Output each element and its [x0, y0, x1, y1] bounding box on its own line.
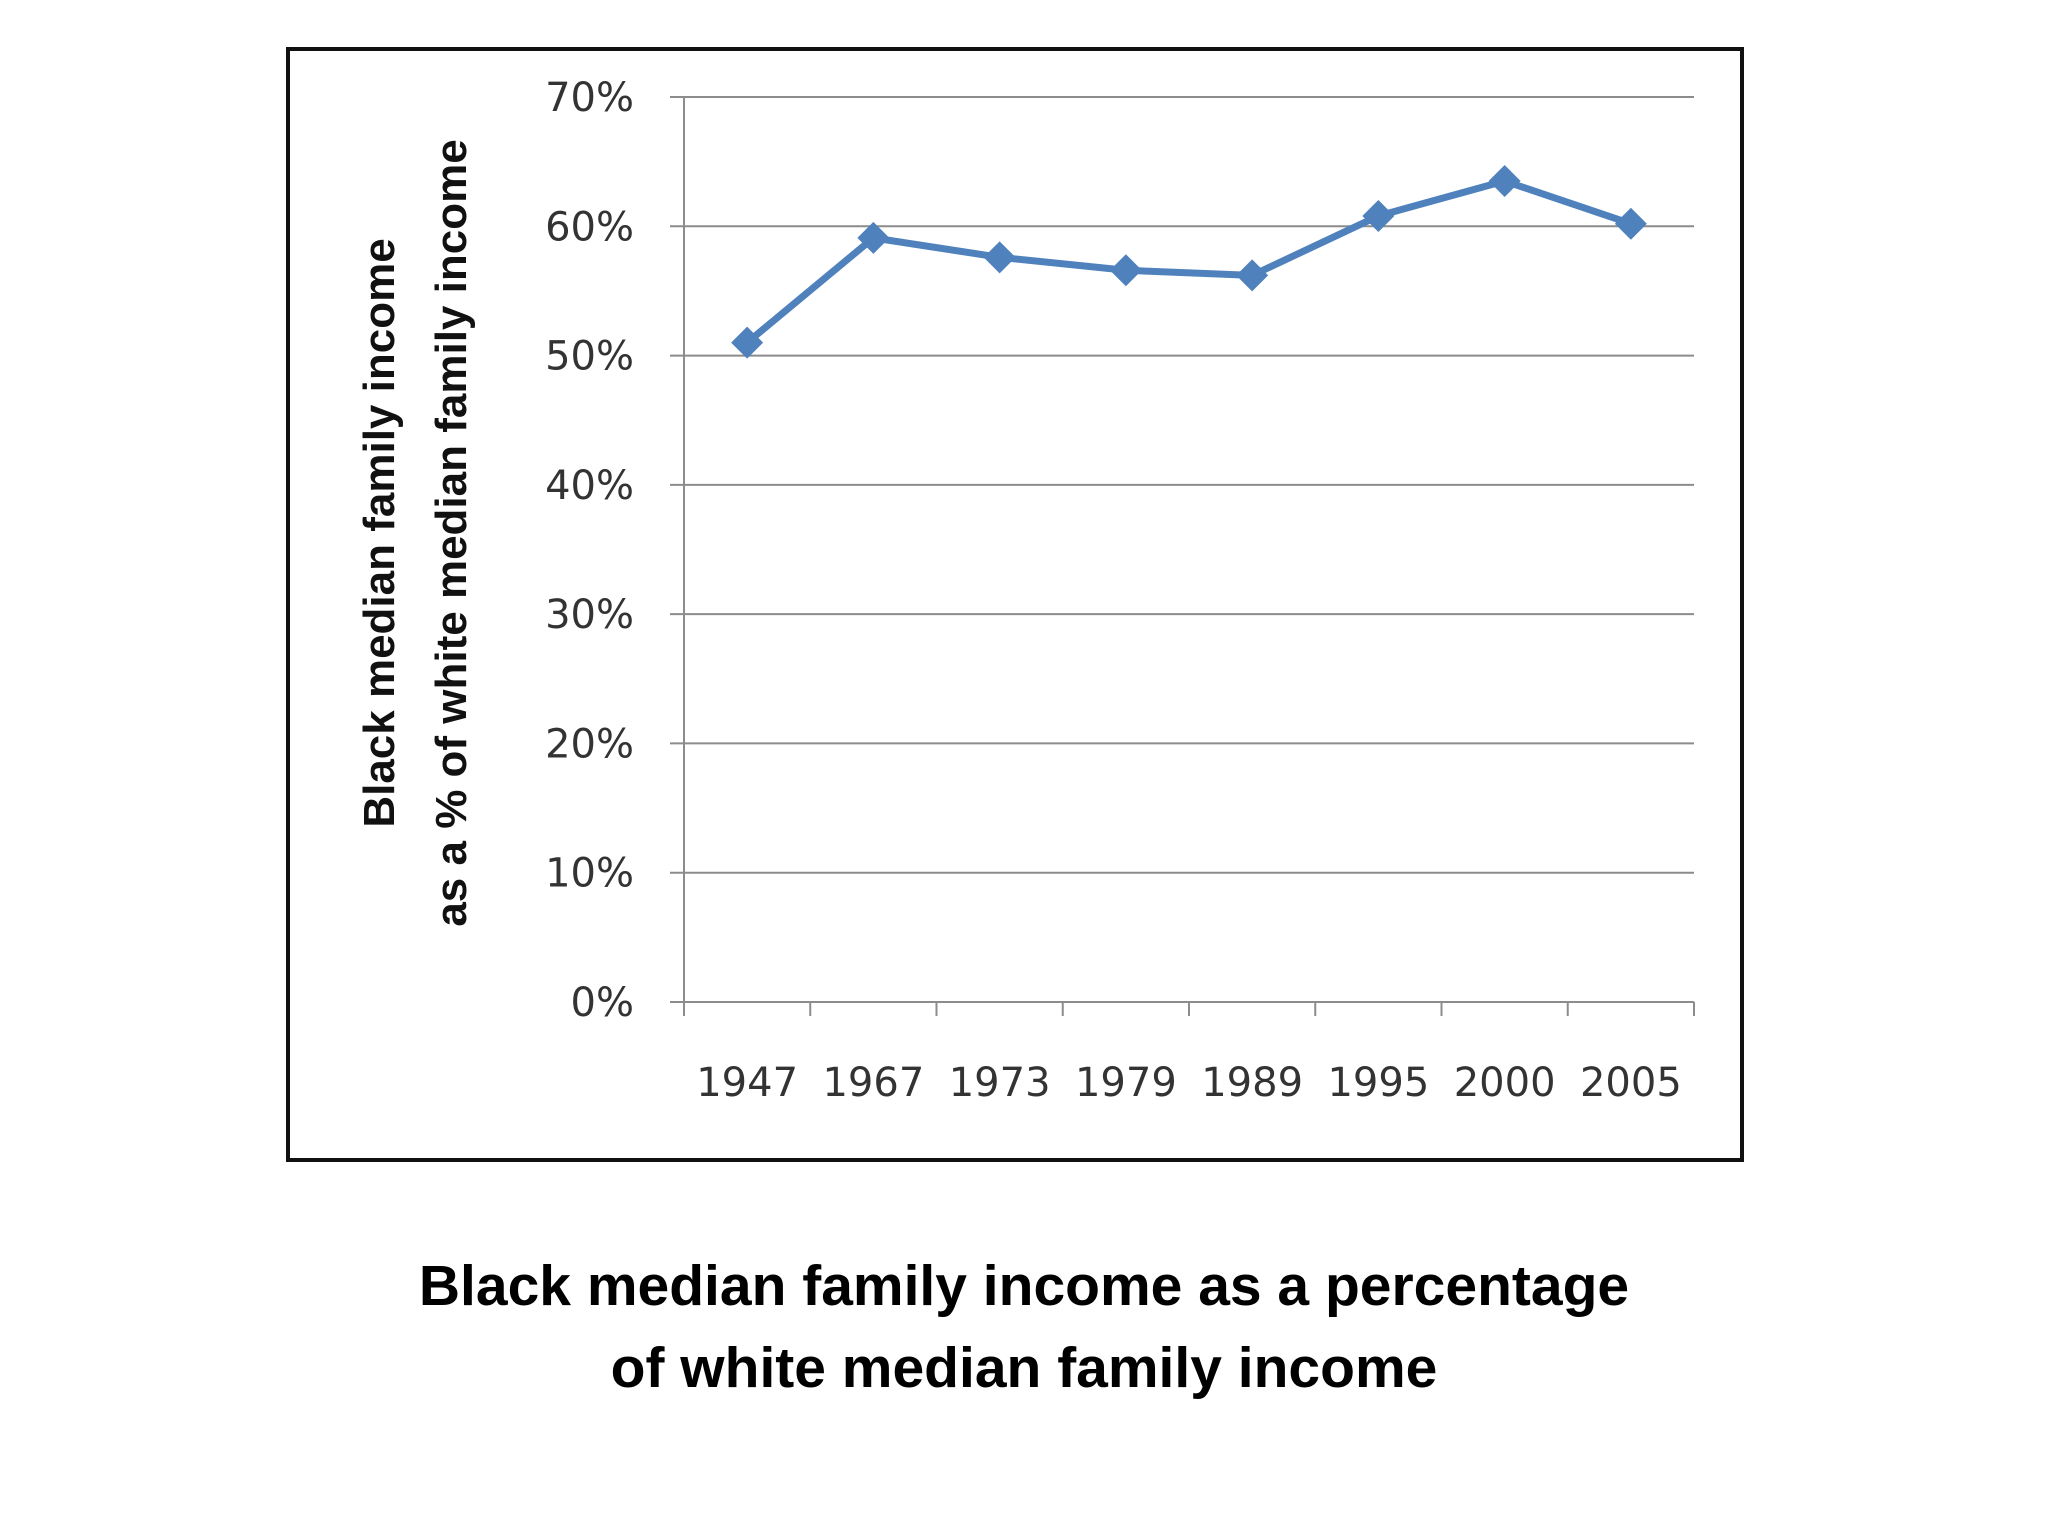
y-tick-label: 70%	[545, 75, 634, 121]
y-axis-title-line-1: Black median family income	[355, 238, 404, 827]
x-tick-label: 1973	[949, 1060, 1051, 1106]
y-tick-label: 10%	[545, 851, 634, 897]
axes	[683, 97, 1695, 1016]
data-point-marker	[1109, 254, 1142, 287]
x-tick-label: 1947	[696, 1060, 798, 1106]
x-tick-label: 2000	[1454, 1060, 1556, 1106]
chart-frame: Black median family income as a % of whi…	[286, 47, 1744, 1162]
x-tick-label: 1979	[1075, 1060, 1177, 1106]
y-tick-label: 50%	[545, 334, 634, 380]
data-point-marker	[1614, 207, 1647, 240]
y-axis-title: Black median family income as a % of whi…	[355, 139, 476, 926]
data-point-marker	[983, 241, 1016, 274]
caption-line-1: Black median family income as a percenta…	[418, 1254, 1630, 1318]
series-line	[743, 177, 1635, 347]
data-point-marker	[1362, 199, 1395, 232]
x-tick-label: 1967	[822, 1060, 924, 1106]
series	[731, 165, 1647, 359]
caption-line-2: of white median family income	[610, 1336, 1438, 1400]
y-tick-label: 60%	[545, 204, 634, 250]
data-point-marker	[1488, 165, 1521, 198]
figure-caption: Black median family income as a percenta…	[0, 1245, 2048, 1409]
y-tick-label: 40%	[545, 463, 634, 509]
x-tick-labels: 1947 1967 1973 1979 1989 1995 2000 2005	[696, 1060, 1682, 1106]
gridlines	[670, 96, 1694, 1003]
x-tick-label: 1995	[1327, 1060, 1429, 1106]
line-chart: Black median family income as a % of whi…	[355, 75, 1695, 1106]
data-point-marker	[857, 221, 890, 254]
y-axis-title-line-2: as a % of white median family income	[427, 139, 476, 926]
x-tick-label: 2005	[1580, 1060, 1682, 1106]
y-tick-labels: 0% 10% 20% 30% 40% 50% 60% 70%	[545, 75, 634, 1026]
y-tick-label: 0%	[571, 980, 634, 1026]
data-point-marker	[1236, 259, 1269, 292]
x-tick-label: 1989	[1201, 1060, 1303, 1106]
data-point-marker	[731, 326, 764, 359]
y-tick-label: 20%	[545, 721, 634, 767]
y-tick-label: 30%	[545, 592, 634, 638]
